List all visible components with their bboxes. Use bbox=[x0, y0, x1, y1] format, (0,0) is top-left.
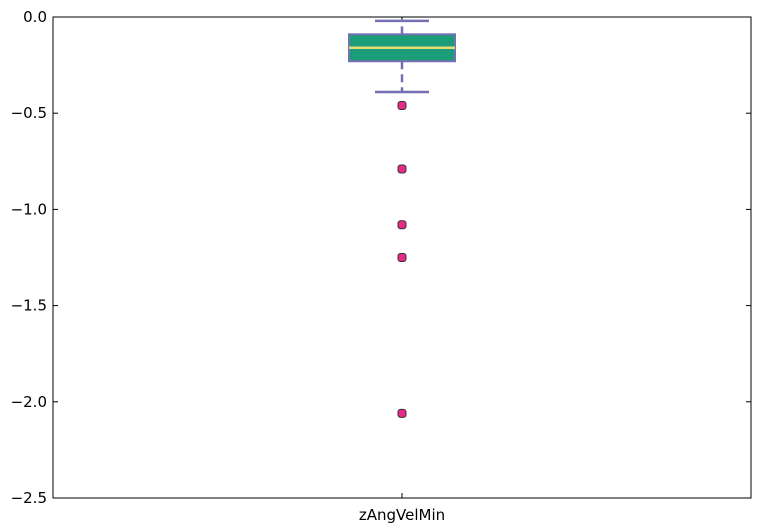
outlier-point bbox=[397, 164, 407, 174]
y-tick-label: −2.5 bbox=[11, 489, 47, 507]
boxes bbox=[348, 19, 456, 418]
outlier-point bbox=[397, 408, 407, 418]
outlier-point bbox=[397, 101, 407, 111]
x-tick-label: zAngVelMin bbox=[359, 506, 445, 524]
outlier-point bbox=[397, 253, 407, 262]
y-tick-label: −1.0 bbox=[11, 200, 47, 218]
x-axis: zAngVelMin bbox=[359, 17, 445, 524]
y-tick-label: 0.0 bbox=[23, 8, 47, 26]
outlier-point bbox=[397, 220, 407, 230]
y-axis: 0.0 −0.5 −1.0 −1.5 −2.0 −2.5 bbox=[11, 8, 751, 507]
y-tick-label: −2.0 bbox=[11, 393, 47, 411]
y-tick-label: −1.5 bbox=[11, 297, 47, 315]
y-tick-label: −0.5 bbox=[11, 104, 47, 122]
